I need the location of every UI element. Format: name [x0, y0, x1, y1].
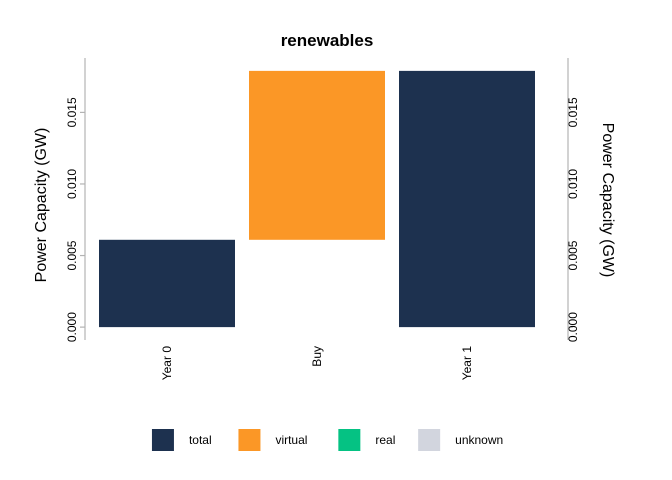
- bar-year-0: [99, 239, 235, 328]
- left-tick-label: 0.005: [65, 240, 79, 270]
- left-tick-label: 0.010: [65, 169, 79, 199]
- right-tick-label: 0.015: [566, 97, 580, 127]
- legend-label-total: total: [189, 433, 212, 447]
- left-ticks-group: 0.000 0.005 0.010 0.015: [65, 97, 85, 342]
- legend-label-unknown: unknown: [455, 433, 503, 447]
- legend-label-real: real: [375, 433, 395, 447]
- x-tick-label: Year 0: [160, 346, 174, 381]
- bar-buy: [249, 70, 385, 240]
- chart-title: renewables: [281, 31, 374, 50]
- right-tick-label: 0.010: [566, 169, 580, 199]
- x-tick-label: Buy: [310, 346, 324, 367]
- x-tick-label: Year 1: [460, 346, 474, 381]
- bar-year-1: [399, 70, 535, 328]
- x-ticks-group: Year 0 Buy Year 1: [160, 346, 474, 381]
- right-tick-label: 0.005: [566, 240, 580, 270]
- bars-group: [99, 70, 535, 328]
- y-axis-title-left: Power Capacity (GW): [33, 128, 50, 283]
- legend-swatch-total: [151, 429, 174, 451]
- y-axis-title-right: Power Capacity (GW): [599, 123, 616, 278]
- left-tick-label: 0.000: [65, 312, 79, 342]
- left-tick-label: 0.015: [65, 97, 79, 127]
- right-tick-label: 0.000: [566, 312, 580, 342]
- legend-swatch-unknown: [418, 429, 441, 451]
- legend-label-virtual: virtual: [275, 433, 307, 447]
- legend: total virtual real unknown: [151, 429, 503, 451]
- legend-swatch-real: [338, 429, 361, 451]
- right-ticks-group: 0.000 0.005 0.010 0.015: [566, 97, 580, 342]
- legend-swatch-virtual: [238, 429, 261, 451]
